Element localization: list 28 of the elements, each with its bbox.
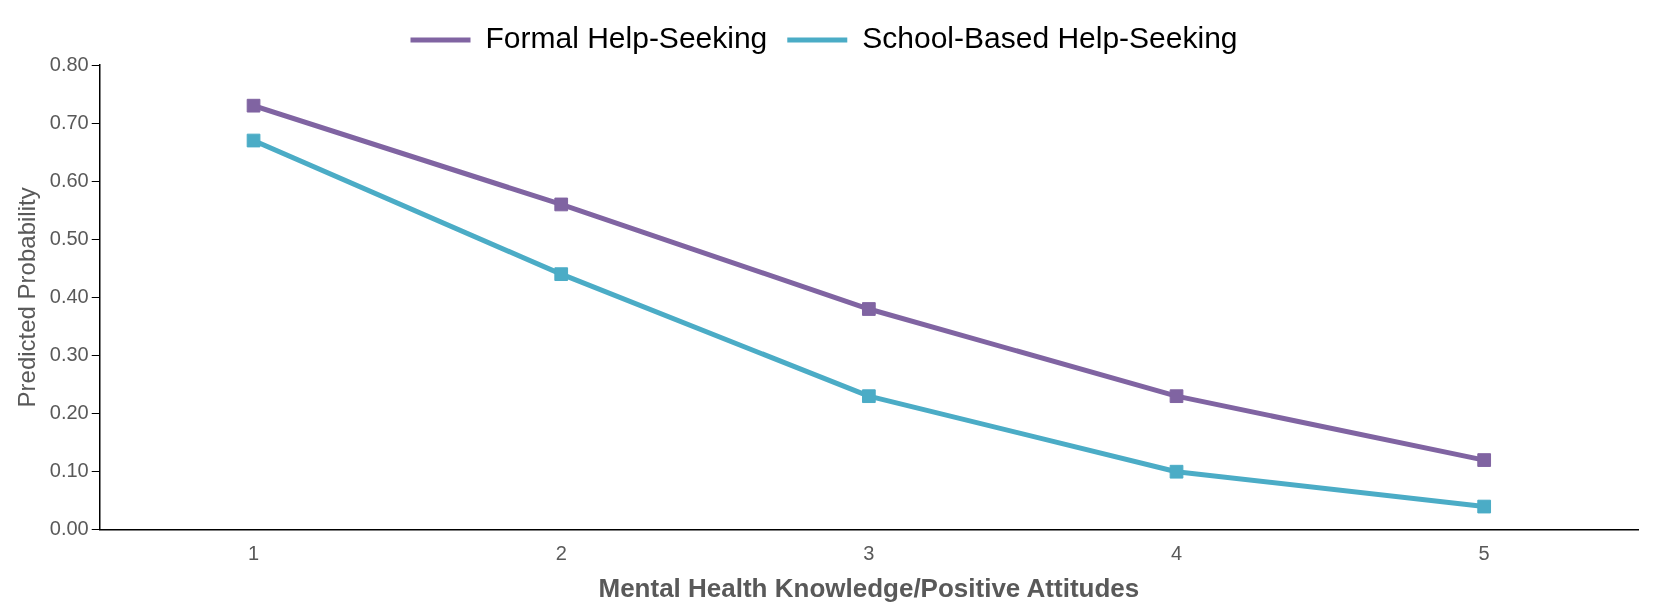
y-tick-label: 0.50 (49, 226, 89, 249)
y-axis-title: Predicted Probability (13, 187, 41, 408)
y-tick-label: 0.10 (49, 459, 89, 482)
legend-label: School-Based Help-Seeking (862, 21, 1238, 55)
y-tick-label: 0.40 (49, 284, 89, 307)
x-tick-label: 1 (247, 542, 260, 565)
point (1477, 499, 1492, 514)
x-tick-label: 5 (1478, 542, 1490, 565)
point (554, 197, 569, 212)
point (554, 267, 569, 282)
legend-label: Formal Help-Seeking (485, 21, 768, 55)
point (862, 302, 876, 316)
y-tick-label: 0.60 (49, 168, 89, 191)
y-tick-label: 0.00 (49, 517, 89, 540)
point (1169, 389, 1184, 404)
x-tick-label: 4 (1170, 542, 1183, 565)
point (246, 98, 261, 113)
y-tick-label: 0.70 (49, 110, 89, 133)
x-tick-label: 3 (863, 542, 875, 565)
point (1477, 453, 1492, 467)
x-axis-title: Mental Health Knowledge/Positive Attitudes (598, 572, 1140, 603)
y-tick-label: 0.20 (49, 401, 89, 424)
point (862, 389, 876, 404)
x-tick-label: 2 (555, 542, 567, 565)
point (1169, 464, 1184, 479)
point (246, 133, 261, 148)
y-tick-label: 0.80 (49, 52, 89, 75)
y-tick-label: 0.30 (49, 343, 89, 366)
